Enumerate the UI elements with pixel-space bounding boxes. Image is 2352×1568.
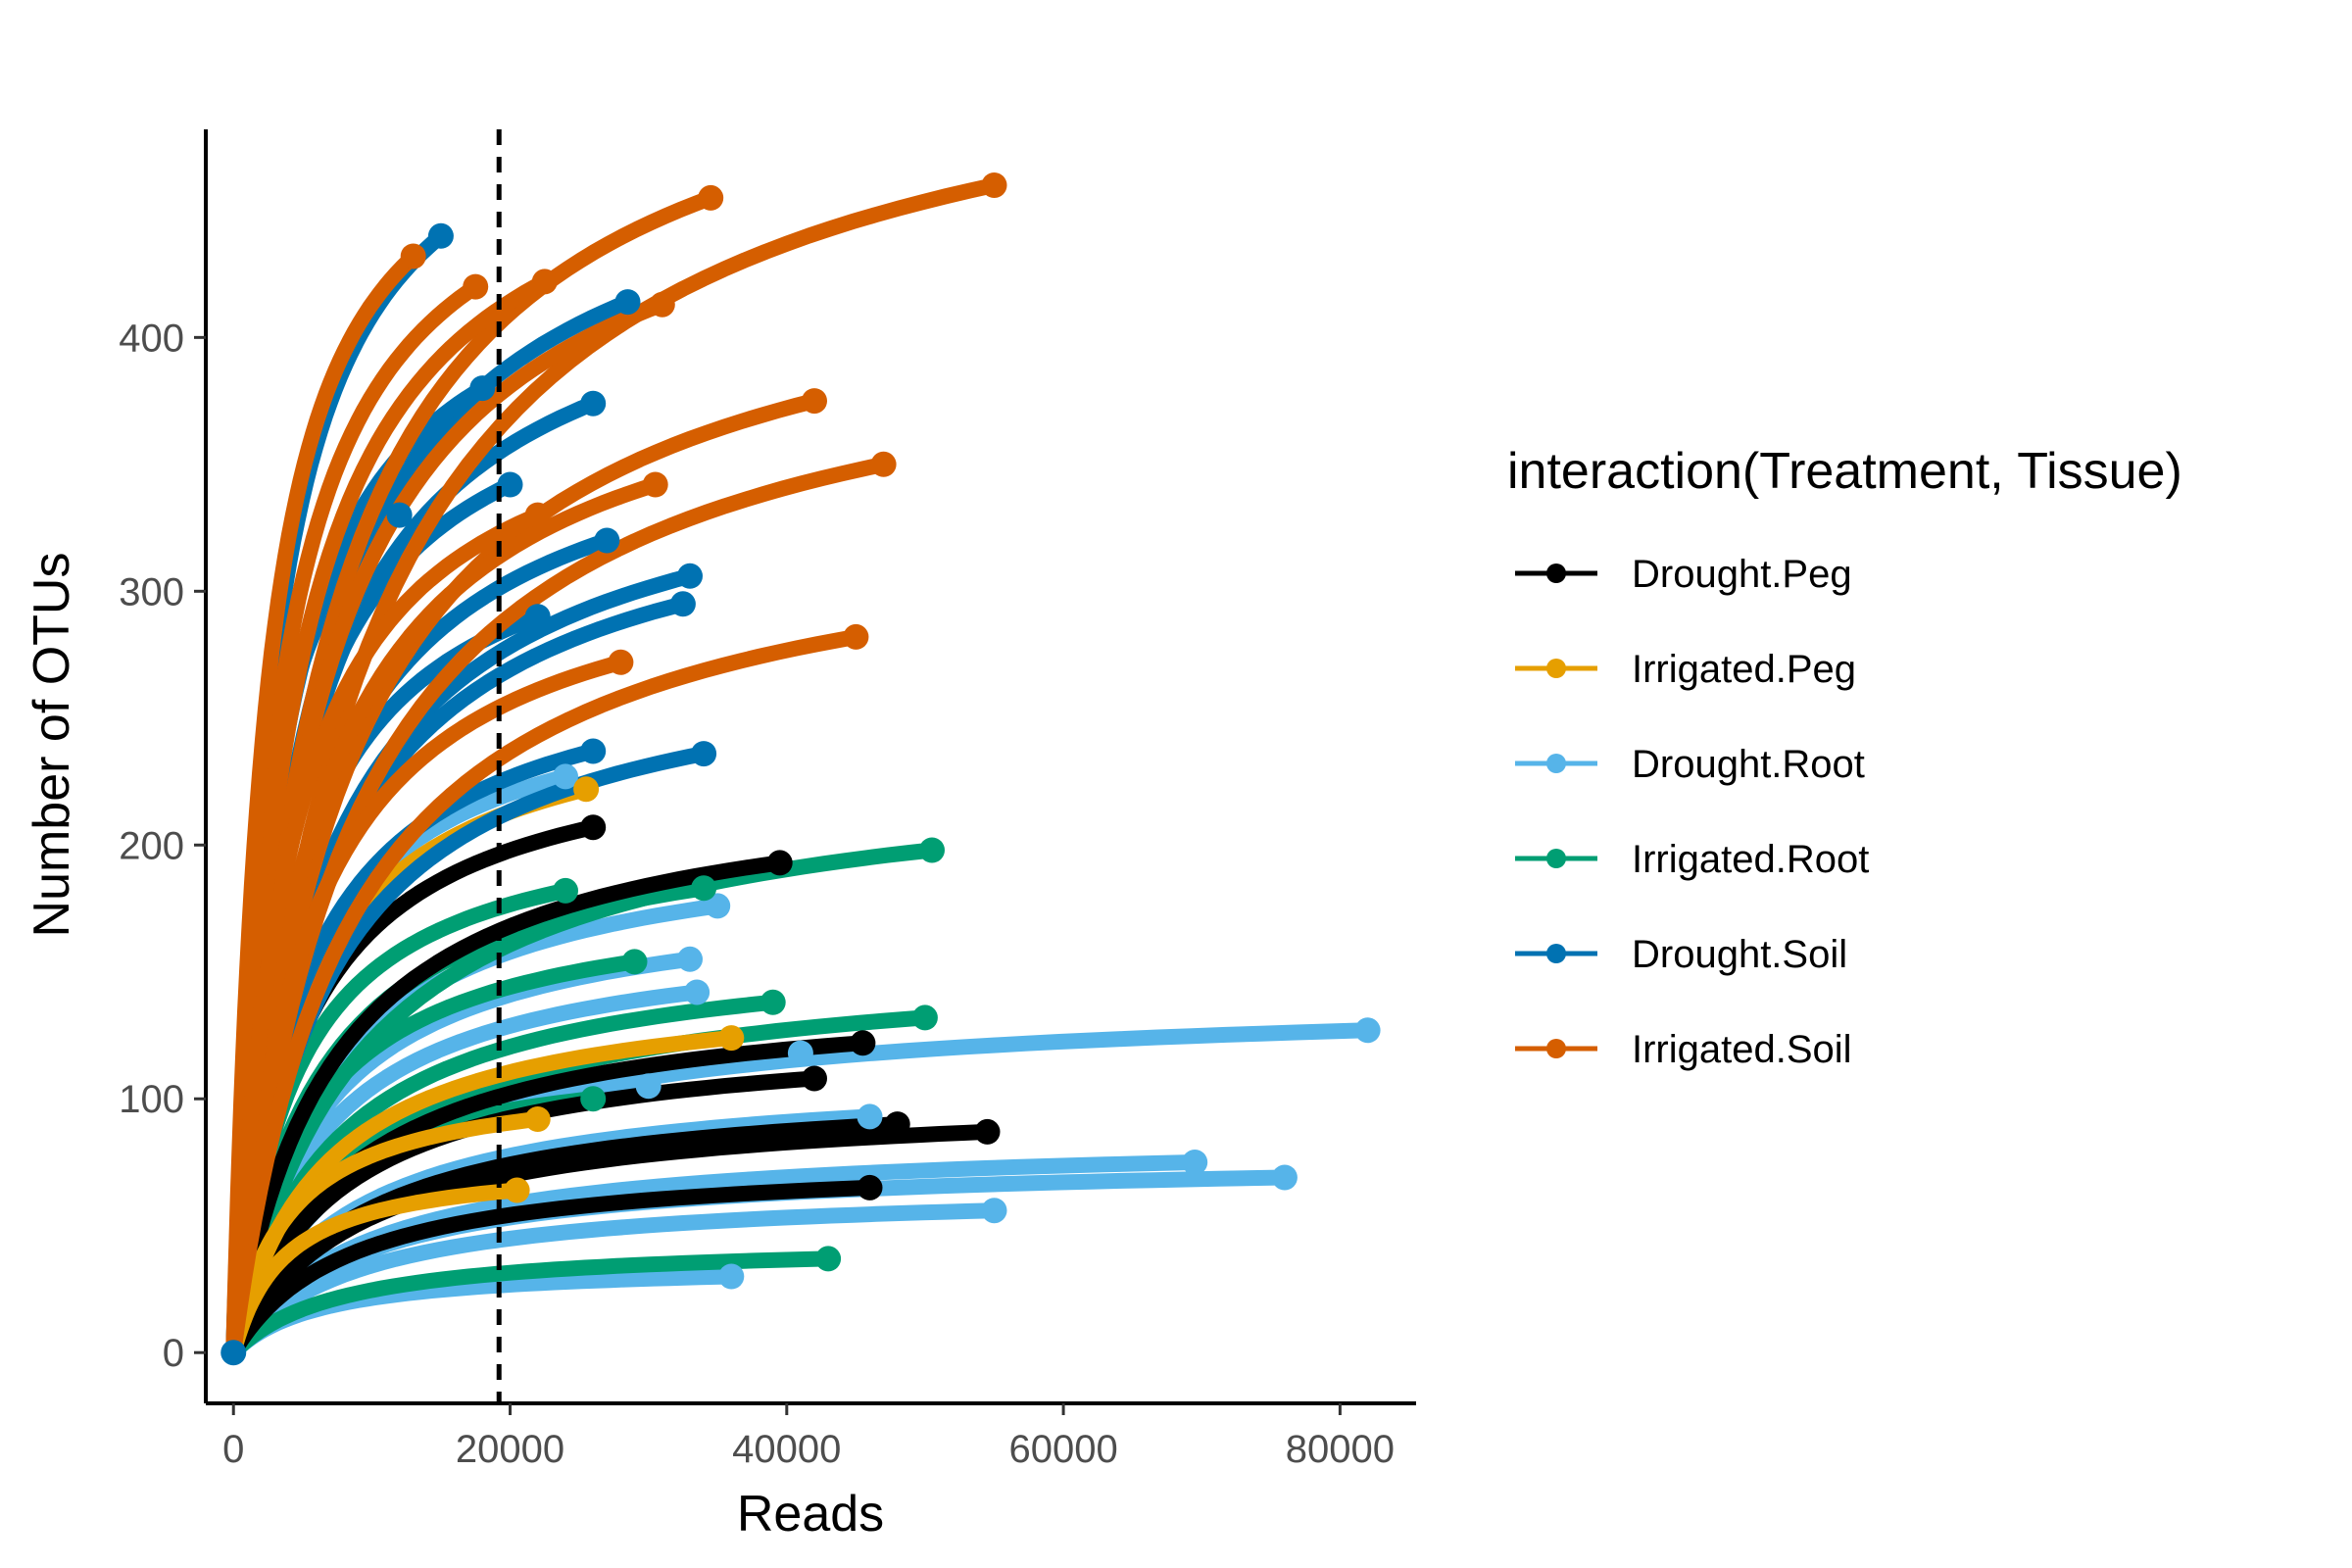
- y-tick-label: 200: [119, 824, 184, 867]
- endpoint-drought-root-9: [684, 979, 710, 1005]
- curve-irrigated-soil-10: [225, 654, 629, 1361]
- endpoint-irrigated-root-6: [553, 877, 578, 904]
- endpoint-drought-root-1: [1271, 1164, 1298, 1191]
- curve-irrigated-soil-11: [225, 507, 546, 1361]
- endpoint-drought-peg-3: [766, 850, 793, 876]
- endpoint-drought-soil-0: [691, 741, 717, 767]
- endpoint-drought-root-3: [981, 1198, 1007, 1224]
- endpoint-drought-root-10: [553, 763, 578, 790]
- curve-irrigated-soil-9: [225, 248, 421, 1361]
- endpoint-irrigated-peg-0: [573, 776, 600, 803]
- endpoint-irrigated-soil-8: [463, 273, 489, 300]
- endpoint-drought-peg-0: [974, 1118, 1001, 1145]
- legend-key-point: [1546, 944, 1566, 963]
- endpoint-drought-soil-3: [669, 591, 696, 617]
- endpoint-drought-soil-5: [614, 289, 641, 316]
- legend-label: Irrigated.Root: [1632, 838, 1869, 881]
- endpoint-irrigated-soil-6: [642, 471, 668, 498]
- curve-irrigated-peg-3: [225, 1182, 525, 1361]
- legend-key-point: [1546, 564, 1566, 583]
- endpoint-drought-soil-7: [497, 471, 523, 498]
- endpoint-drought-soil-10: [524, 604, 551, 630]
- endpoint-drought-root-5: [787, 1040, 813, 1066]
- endpoint-drought-peg-1: [884, 1111, 910, 1138]
- x-axis-title: Reads: [737, 1486, 884, 1543]
- endpoint-drought-root-6: [718, 1263, 745, 1290]
- endpoint-drought-soil-1: [580, 738, 607, 764]
- endpoint-drought-peg-4: [580, 814, 607, 841]
- endpoint-irrigated-peg-1: [718, 1025, 745, 1052]
- endpoint-drought-soil-9: [594, 527, 620, 554]
- x-ticks: 0 20000 40000 60000 80000: [222, 1403, 1395, 1471]
- endpoint-drought-root-7: [705, 893, 731, 919]
- y-tick-label: 100: [119, 1078, 184, 1121]
- endpoint-irrigated-soil-5: [649, 291, 675, 318]
- endpoint-irrigated-soil-7: [531, 269, 558, 295]
- curve-drought-peg-3: [225, 855, 788, 1361]
- endpoint-drought-soil-2: [677, 563, 703, 589]
- endpoint-irrigated-soil-2: [802, 388, 827, 415]
- endpoint-irrigated-root-2: [815, 1246, 842, 1272]
- y-tick-label: 0: [163, 1332, 184, 1375]
- endpoint-irrigated-peg-3: [504, 1177, 530, 1203]
- endpoint-irrigated-peg-2: [524, 1106, 551, 1132]
- x-tick-label: 20000: [456, 1428, 564, 1471]
- endpoint-drought-root-8: [677, 946, 703, 972]
- x-tick-label: 60000: [1008, 1428, 1117, 1471]
- endpoint-irrigated-soil-0: [981, 172, 1007, 198]
- endpoint-irrigated-soil-4: [698, 184, 724, 211]
- x-tick-label: 80000: [1286, 1428, 1395, 1471]
- legend-label: Drought.Soil: [1632, 933, 1847, 976]
- y-ticks: 0 100 200 300 400: [119, 317, 206, 1375]
- legend-title: interaction(Treatment, Tissue): [1507, 443, 2182, 500]
- legend-key-point: [1546, 849, 1566, 868]
- legend-label: Irrigated.Peg: [1632, 648, 1856, 691]
- curve-drought-peg-6: [225, 1179, 878, 1361]
- y-tick-label: 300: [119, 570, 184, 613]
- endpoint-drought-root-0: [1354, 1017, 1381, 1044]
- endpoint-irrigated-root-1: [911, 1004, 938, 1031]
- endpoint-drought-peg-2: [850, 1030, 876, 1056]
- plot-endpoints: [220, 172, 1381, 1366]
- origin-point: [220, 1340, 247, 1366]
- endpoint-irrigated-soil-3: [843, 623, 869, 650]
- plot-curves: [225, 177, 1376, 1361]
- x-tick-label: 0: [222, 1428, 244, 1471]
- endpoint-drought-root-11: [635, 1073, 662, 1100]
- curve-drought-root-3: [225, 1202, 1003, 1361]
- legend-key-point: [1546, 754, 1566, 773]
- legend-label: Drought.Root: [1632, 743, 1865, 786]
- endpoint-drought-soil-6: [427, 222, 454, 249]
- curve-irrigated-root-2: [225, 1250, 837, 1361]
- endpoint-drought-soil-11: [469, 375, 496, 402]
- legend-label: Irrigated.Soil: [1632, 1028, 1852, 1071]
- curve-irrigated-soil-3: [225, 628, 864, 1361]
- x-tick-label: 40000: [732, 1428, 841, 1471]
- endpoint-irrigated-soil-10: [608, 649, 634, 675]
- endpoint-drought-root-4: [857, 1103, 883, 1130]
- legend: interaction(Treatment, Tissue) Drought.P…: [1507, 443, 2182, 1071]
- endpoint-irrigated-root-0: [919, 837, 945, 863]
- y-axis-title: Number of OTUs: [24, 553, 80, 938]
- y-tick-label: 400: [119, 317, 184, 360]
- endpoint-irrigated-root-3: [760, 989, 786, 1015]
- endpoint-drought-peg-5: [802, 1065, 827, 1092]
- endpoint-irrigated-root-4: [691, 875, 717, 902]
- endpoint-drought-peg-6: [857, 1174, 883, 1200]
- endpoint-irrigated-soil-9: [400, 243, 426, 270]
- endpoint-drought-soil-4: [580, 390, 607, 416]
- endpoint-irrigated-root-7: [580, 1086, 607, 1112]
- legend-entries: Drought.Peg Irrigated.Peg Drought.Root Irri…: [1515, 553, 1869, 1071]
- endpoint-irrigated-soil-11: [524, 502, 551, 528]
- endpoint-drought-root-2: [1182, 1150, 1208, 1175]
- endpoint-irrigated-root-5: [621, 949, 648, 975]
- endpoint-drought-soil-8: [386, 502, 413, 528]
- legend-key-point: [1546, 659, 1566, 678]
- legend-key-point: [1546, 1039, 1566, 1058]
- endpoint-irrigated-soil-1: [870, 451, 897, 477]
- legend-label: Drought.Peg: [1632, 553, 1852, 596]
- curve-drought-peg-1: [225, 1116, 906, 1361]
